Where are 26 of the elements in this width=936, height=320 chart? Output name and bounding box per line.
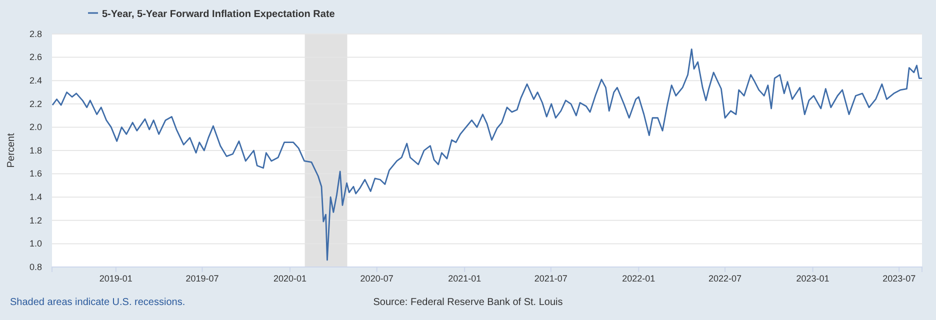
- y-tick-label: 1.6: [29, 168, 42, 179]
- y-tick-label: 1.0: [29, 238, 42, 249]
- y-tick-label: 1.2: [29, 215, 42, 226]
- y-tick-label: 2.8: [29, 28, 42, 39]
- line-series: [52, 48, 923, 261]
- y-tick-label: 2.6: [29, 52, 42, 62]
- x-tick-label: 2022-07: [708, 273, 742, 284]
- x-tick-label: 2020-01: [273, 273, 307, 284]
- y-tick-label: 1.4: [29, 192, 42, 202]
- y-tick-label: 2.0: [29, 122, 42, 132]
- x-tick-label: 2023-07: [882, 273, 916, 284]
- source-note: Source: Federal Reserve Bank of St. Louis: [373, 297, 563, 308]
- text: Shaded areas indicate U.S. recessions.: [10, 297, 186, 308]
- legend-label: 5-Year, 5-Year Forward Inflation Expectation Rate: [102, 9, 336, 20]
- y-axis-title: Percent: [6, 133, 17, 168]
- y-tick-label: 2.4: [29, 75, 42, 86]
- x-tick-label: 2023-01: [796, 273, 830, 284]
- x-tick-label: 2019-01: [99, 273, 132, 284]
- y-tick-label: 0.8: [29, 262, 42, 272]
- y-tick-label: 1.8: [29, 145, 42, 156]
- x-tick-label: 2021-07: [534, 273, 568, 284]
- x-tick-label: 2022-01: [622, 273, 656, 284]
- y-tick-label: 2.2: [29, 98, 42, 109]
- x-tick-label: 2020-07: [360, 273, 394, 284]
- x-tick-label: 2019-07: [186, 273, 219, 284]
- x-tick-label: 2021-01: [448, 273, 482, 284]
